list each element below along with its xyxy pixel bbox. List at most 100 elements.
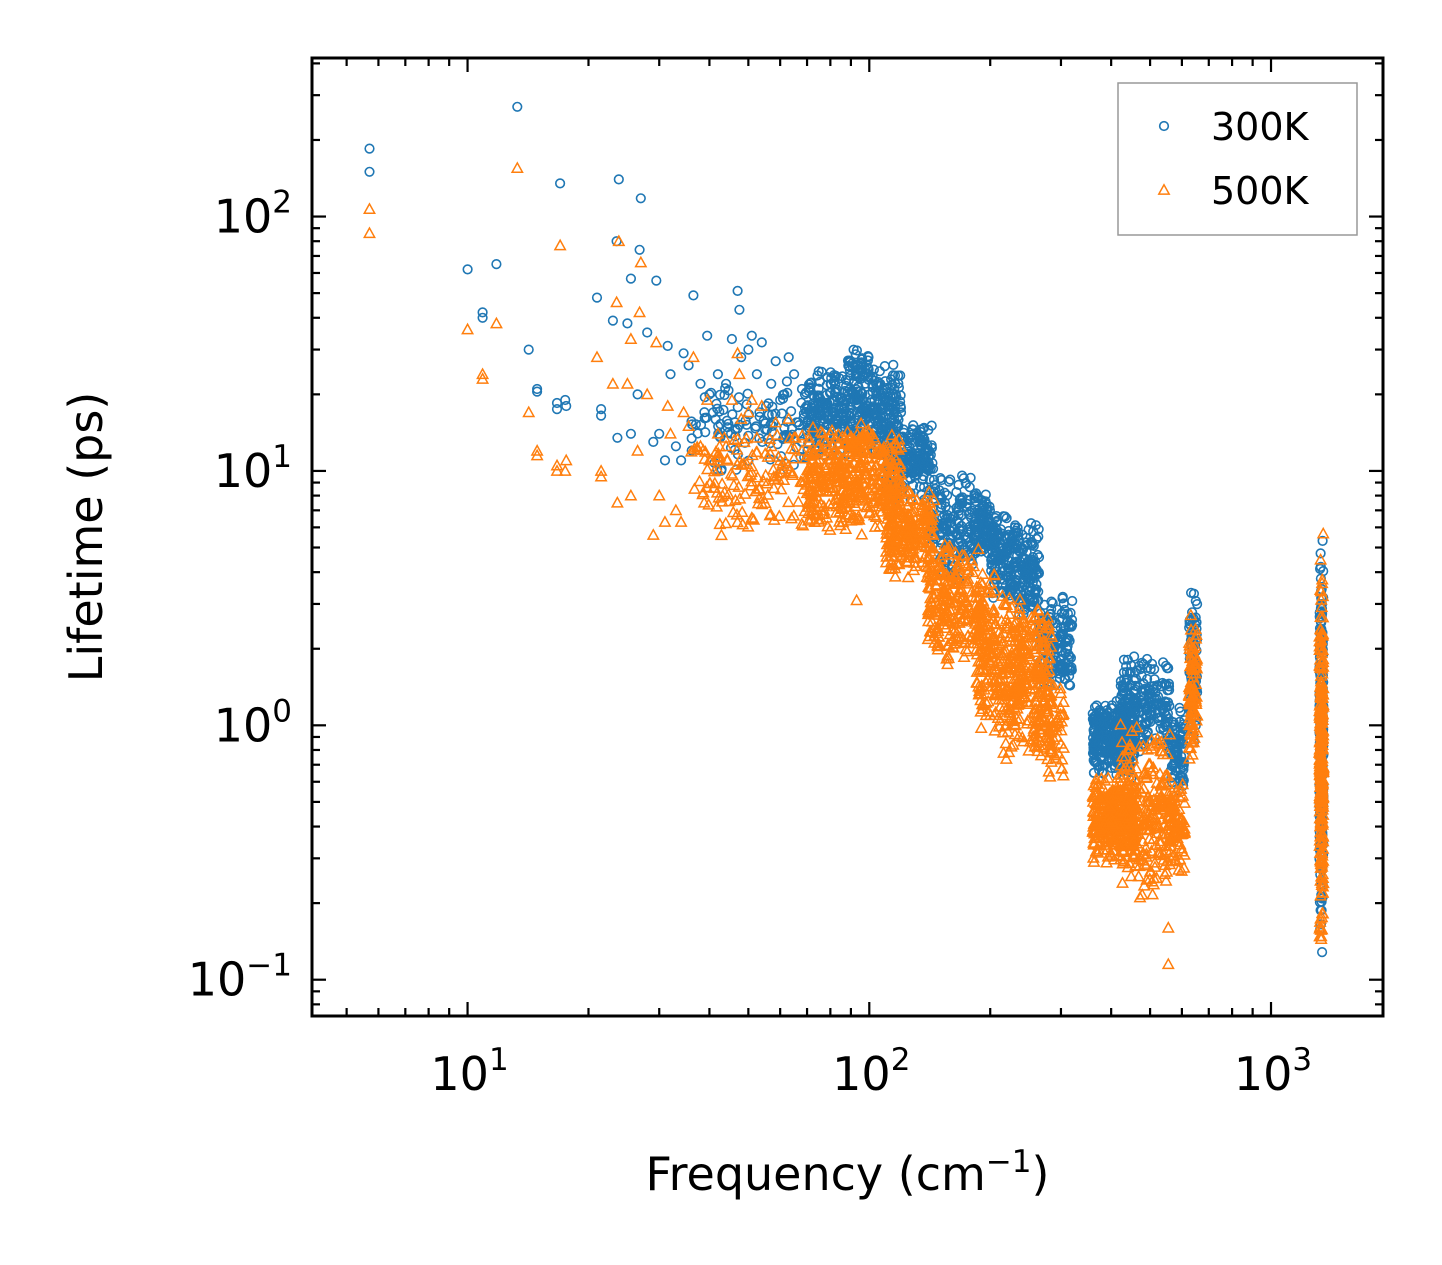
data-point-500K [741,469,755,482]
data-point-300K [980,496,991,507]
data-point-300K [1122,694,1133,705]
data-point-300K [844,357,855,368]
data-point-500K [1139,823,1153,836]
data-point-300K [702,330,713,341]
data-point-500K [807,446,821,459]
data-point-300K [551,404,563,415]
data-point-500K [1050,723,1064,736]
data-point-300K [523,344,534,355]
data-point-500K [1116,845,1130,858]
data-point-500K [690,440,704,453]
data-point-500K [906,491,920,504]
data-point-500K [863,505,877,517]
data-point-500K [1139,847,1153,859]
data-point-500K [612,234,626,247]
data-point-500K [893,497,907,510]
data-point-500K [951,623,965,636]
data-point-500K [724,467,738,479]
data-point-300K [622,318,633,329]
data-point-300K [864,403,876,414]
data-point-500K [927,493,941,506]
data-point-500K [1184,651,1198,663]
data-point-500K [1124,869,1138,882]
data-point-500K [972,687,986,700]
data-point-300K [1019,568,1031,579]
data-point-500K [1115,749,1129,762]
data-point-500K [745,511,759,524]
data-point-500K [1010,701,1024,714]
data-point-300K [767,420,778,432]
data-point-500K [834,457,848,469]
data-point-500K [989,617,1003,629]
data-point-500K [938,599,952,612]
data-point-500K [633,305,647,318]
data-point-500K [1012,606,1026,619]
data-point-500K [1057,695,1070,707]
data-point-500K [1148,855,1162,868]
data-point-300K [1178,764,1189,775]
data-point-500K [745,393,759,405]
data-point-500K [631,444,645,456]
data-point-500K [1037,642,1051,655]
data-point-500K [970,675,984,688]
data-point-500K [1124,801,1137,813]
data-point-500K [1148,860,1162,872]
data-point-500K [976,567,990,580]
data-point-500K [363,202,376,214]
data-point-500K [530,448,544,461]
data-point-500K [810,463,824,475]
data-point-300K [651,275,662,286]
data-point-300K [625,273,637,284]
data-point-500K [1120,743,1134,756]
data-point-300K [1314,897,1325,908]
data-point-500K [791,495,805,507]
data-point-300K [654,428,665,439]
data-point-500K [1190,708,1204,721]
data-point-500K [889,545,903,558]
data-point-300K [625,428,637,439]
data-point-500K [919,539,933,552]
data-point-500K [940,574,954,587]
data-point-500K [1121,777,1135,790]
data-point-300K [1033,531,1044,542]
data-point-300K [1088,745,1099,756]
data-point-500K [1056,768,1070,781]
data-point-500K [550,464,564,476]
data-point-300K [1139,683,1150,695]
data-point-300K [840,380,852,392]
data-point-500K [740,457,754,470]
data-point-300K [1023,524,1034,535]
data-point-500K [849,499,863,512]
data-point-300K [781,376,793,387]
data-point-300K [734,304,745,315]
data-point-500K [1172,863,1186,875]
data-point-500K [1125,724,1139,736]
data-point-500K [1028,645,1042,658]
data-point-300K [993,531,1005,543]
data-point-500K [870,489,884,501]
data-point-500K [936,617,950,630]
data-point-500K [804,507,818,520]
data-point-300K [971,491,983,503]
data-point-500K [731,346,745,359]
data-point-500K [1030,689,1043,702]
data-point-300K [1016,565,1028,576]
data-point-300K [986,552,997,563]
data-point-500K [1102,815,1116,828]
data-point-500K [1167,789,1181,802]
data-point-500K [1175,813,1189,826]
data-point-500K [1041,656,1054,669]
data-point-500K [710,499,724,512]
data-point-300K [1316,946,1328,958]
data-point-300K [943,476,955,487]
data-point-300K [1015,544,1027,555]
data-point-300K [871,390,883,402]
data-point-500K [993,659,1007,672]
data-point-500K [1121,860,1135,873]
data-point-500K [921,614,935,627]
data-point-500K [1013,592,1027,605]
data-point-500K [1042,618,1056,630]
data-point-500K [1088,817,1102,830]
data-point-500K [1131,827,1145,839]
data-point-300K [554,178,566,189]
